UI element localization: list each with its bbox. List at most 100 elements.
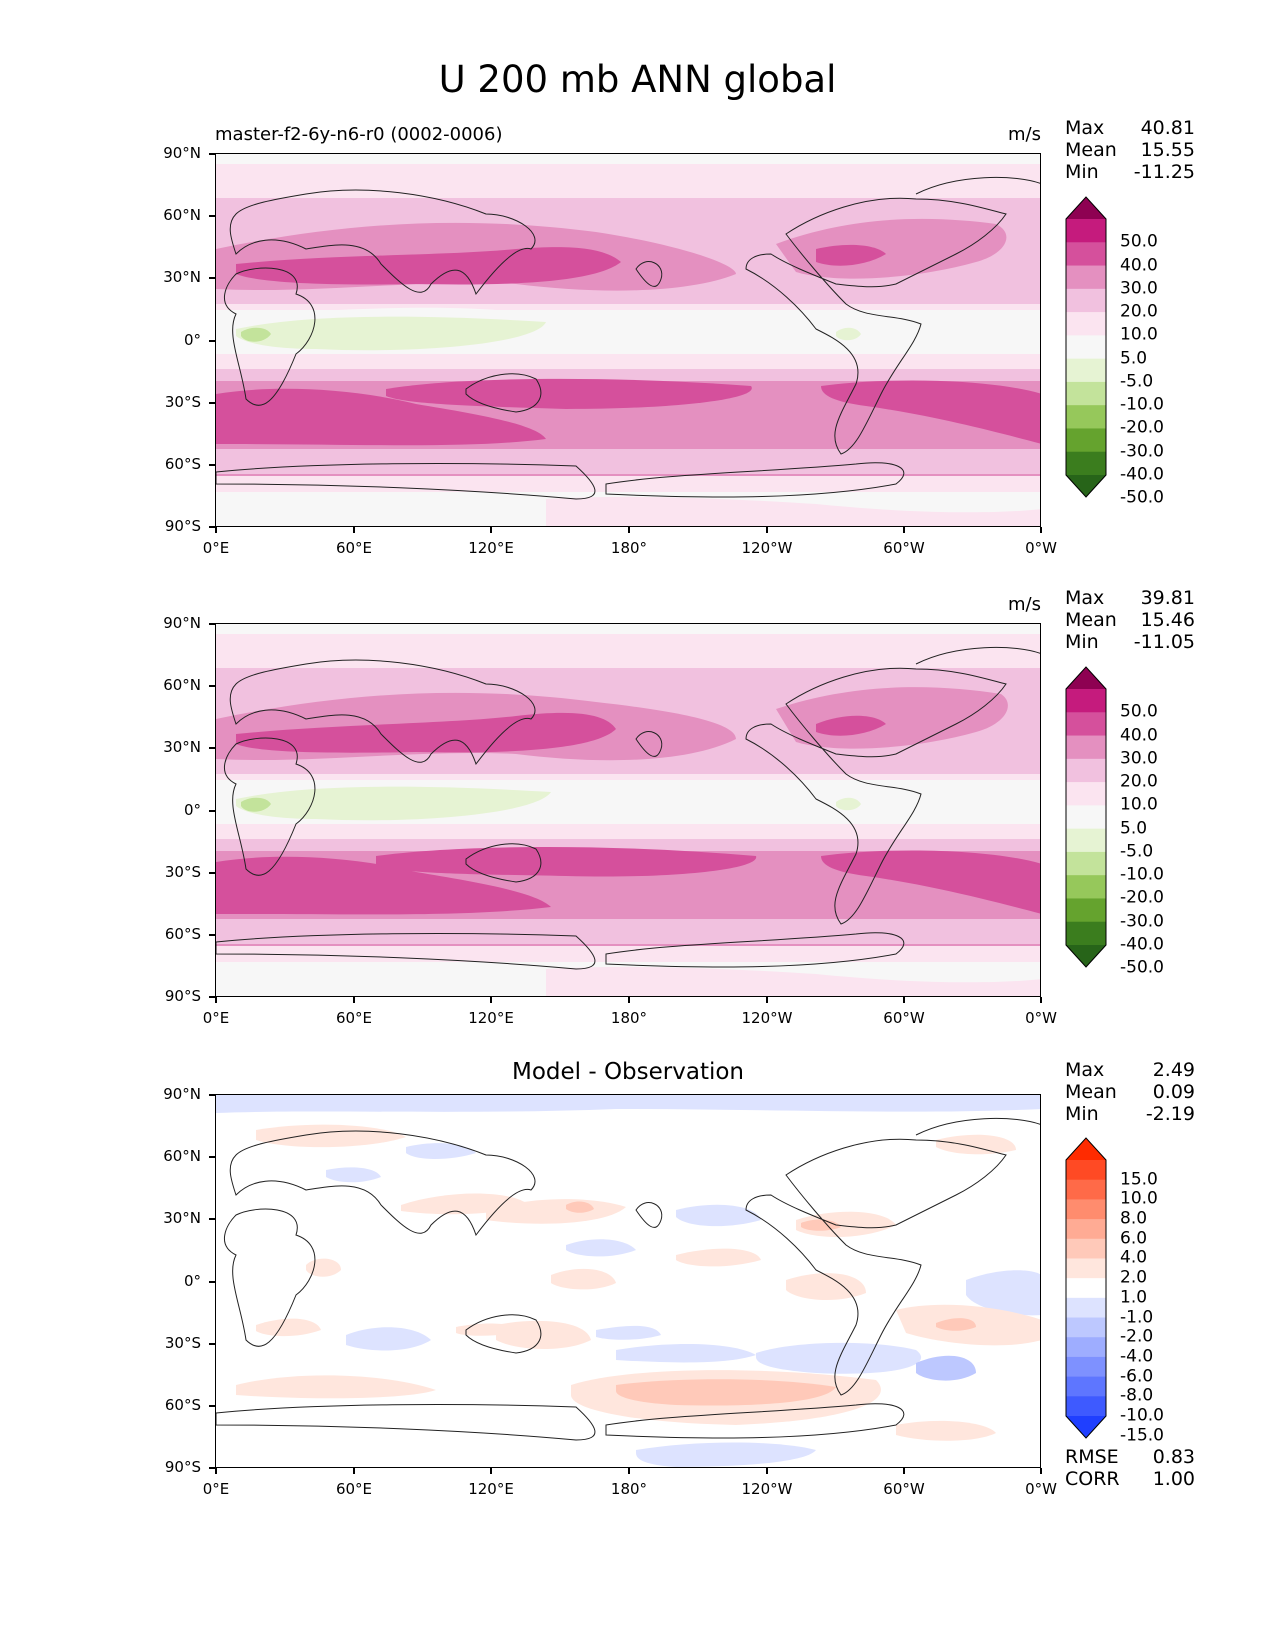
colorbar-bin	[1066, 1179, 1106, 1200]
xtick-120e: 120°E	[468, 539, 514, 557]
colorbar-tick-label: 20.0	[1120, 771, 1158, 792]
colorbar-tick-label: -40.0	[1120, 934, 1164, 955]
figure-title: U 200 mb ANN global	[438, 58, 837, 101]
colorbar-bin	[1066, 335, 1106, 360]
xtick-180: 180°	[610, 539, 648, 557]
colorbar-bin	[1066, 1278, 1106, 1299]
colorbar-tick-label: -5.0	[1120, 841, 1154, 862]
panel-3-title: Model - Observation	[511, 1059, 745, 1085]
xtick-0e: 0°E	[202, 1009, 230, 1027]
colorbar-tick-label: 8.0	[1120, 1208, 1148, 1229]
colorbar-tick-label: -2.0	[1120, 1326, 1154, 1347]
colorbar-tick-label: 5.0	[1120, 818, 1148, 839]
panel-1-stats: Max 40.81 Mean 15.55 Min -11.25	[1065, 117, 1195, 183]
ytick-90s: 90°S	[164, 1458, 201, 1476]
colorbar-tick-label: 5.0	[1120, 348, 1148, 369]
ytick-30n: 30°N	[163, 268, 201, 286]
panel-3-stats: Max 2.49 Mean 0.09 Min -2.19	[1065, 1059, 1195, 1125]
ytick-60s: 60°S	[164, 925, 201, 943]
panel-1-units: m/s	[1008, 124, 1041, 145]
colorbar-tick-label: 1.0	[1120, 1287, 1148, 1308]
ytick-30n: 30°N	[163, 1209, 201, 1227]
ytick-90n: 90°N	[163, 1085, 201, 1103]
colorbar-tick-label: 40.0	[1120, 725, 1158, 746]
colorbar-tick-label: -5.0	[1120, 371, 1154, 392]
colorbar-bin	[1066, 1337, 1106, 1358]
colorbar-extend-high	[1066, 667, 1106, 689]
colorbar-tick-label: -10.0	[1120, 864, 1164, 885]
colorbar-bin	[1066, 1258, 1106, 1279]
colorbar-bin	[1066, 1219, 1106, 1240]
colorbar-tick-label: -20.0	[1120, 887, 1164, 908]
colorbar-tick-label: -8.0	[1120, 1385, 1154, 1406]
colorbar-graphic	[1065, 196, 1107, 498]
panel-1-map[interactable]	[215, 153, 1041, 527]
colorbar-tick-label: -1.0	[1120, 1307, 1154, 1328]
ytick-0: 0°	[183, 331, 201, 349]
ytick-30n: 30°N	[163, 738, 201, 756]
colorbar-bin	[1066, 312, 1106, 336]
xtick-120e: 120°E	[468, 1480, 514, 1498]
colorbar-bin	[1066, 451, 1106, 476]
panel-3-colorbar	[1064, 1136, 1108, 1444]
colorbar-extend-high	[1066, 1138, 1106, 1160]
colorbar-tick-label: 30.0	[1120, 278, 1158, 299]
xtick-120w: 120°W	[741, 1480, 793, 1498]
colorbar-tick-label: 15.0	[1120, 1169, 1158, 1190]
colorbar-extend-low	[1066, 1416, 1106, 1438]
colorbar-bin	[1066, 1396, 1106, 1417]
colorbar-bin	[1066, 689, 1106, 713]
ytick-90s: 90°S	[164, 987, 201, 1005]
ytick-60n: 60°N	[163, 676, 201, 694]
colorbar-tick-label: -20.0	[1120, 417, 1164, 438]
colorbar-bin	[1066, 1297, 1106, 1319]
ytick-60s: 60°S	[164, 455, 201, 473]
colorbar-tick-label: -40.0	[1120, 464, 1164, 485]
colorbar-bin	[1066, 1160, 1106, 1181]
colorbar-tick-label: 40.0	[1120, 255, 1158, 276]
colorbar-tick-label: -50.0	[1120, 957, 1164, 978]
xtick-0w: 0°W	[1025, 1009, 1057, 1027]
ytick-0: 0°	[183, 1272, 201, 1290]
colorbar-bin	[1066, 1238, 1106, 1259]
panel-1-colorbar	[1064, 195, 1108, 503]
colorbar-bin	[1066, 1356, 1106, 1378]
colorbar-tick-label: -15.0	[1120, 1425, 1164, 1446]
colorbar-bin	[1066, 805, 1106, 830]
xtick-0w: 0°W	[1025, 1480, 1057, 1498]
colorbar-tick-label: -10.0	[1120, 1405, 1164, 1426]
colorbar-bin	[1066, 1317, 1106, 1338]
panel-2-stats: Max 39.81 Mean 15.46 Min -11.05	[1065, 587, 1195, 653]
xtick-0e: 0°E	[202, 539, 230, 557]
colorbar-bin	[1066, 405, 1106, 429]
xtick-120w: 120°W	[741, 539, 793, 557]
xtick-60w: 60°W	[883, 539, 925, 557]
colorbar-extend-low	[1066, 945, 1106, 967]
colorbar-bin	[1066, 921, 1106, 946]
xtick-120w: 120°W	[741, 1009, 793, 1027]
colorbar-tick-label: 6.0	[1120, 1228, 1148, 1249]
xtick-0e: 0°E	[202, 1480, 230, 1498]
colorbar-bin	[1066, 219, 1106, 243]
colorbar-tick-label: -30.0	[1120, 911, 1164, 932]
colorbar-bin	[1066, 428, 1106, 453]
ytick-30s: 30°S	[164, 863, 201, 881]
colorbar-bin	[1066, 381, 1106, 406]
colorbar-bin	[1066, 875, 1106, 899]
panel-2-units: m/s	[1008, 594, 1041, 615]
colorbar-tick-label: 10.0	[1120, 794, 1158, 815]
colorbar-bin	[1066, 242, 1106, 267]
panel-3-map[interactable]	[215, 1094, 1041, 1468]
colorbar-tick-label: 30.0	[1120, 748, 1158, 769]
colorbar-tick-label: 2.0	[1120, 1267, 1148, 1288]
panel-2-map[interactable]	[215, 623, 1041, 997]
panel-2-colorbar	[1064, 665, 1108, 973]
colorbar-tick-label: -10.0	[1120, 394, 1164, 415]
colorbar-bin	[1066, 1199, 1106, 1220]
colorbar-bin	[1066, 358, 1106, 383]
xtick-60w: 60°W	[883, 1480, 925, 1498]
colorbar-tick-label: 20.0	[1120, 301, 1158, 322]
ytick-30s: 30°S	[164, 1334, 201, 1352]
xtick-180: 180°	[610, 1480, 648, 1498]
colorbar-bin	[1066, 735, 1106, 760]
